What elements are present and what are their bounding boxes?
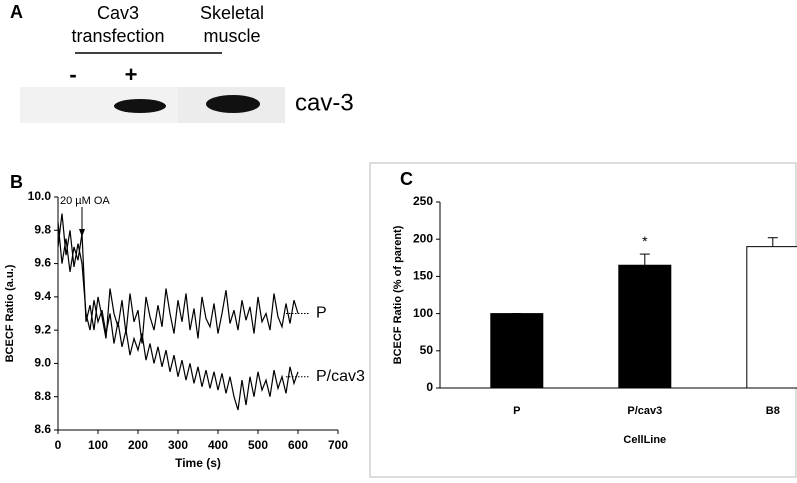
x-tick-label: 600 (288, 438, 308, 452)
x-axis-label: Time (s) (175, 456, 221, 470)
lane-label: + (125, 62, 138, 87)
line-series (57, 221, 299, 344)
y-tick-label: 8.8 (34, 389, 51, 403)
line-series (57, 213, 299, 411)
protein-label: cav-3 (295, 89, 354, 116)
panel-label: A (10, 2, 23, 22)
y-tick-label: 150 (413, 269, 433, 283)
y-tick-label: 50 (420, 343, 434, 357)
annotation-arrowhead (79, 229, 85, 237)
x-tick-label: P/cav3 (627, 405, 662, 417)
x-tick-label: P (513, 405, 520, 417)
y-tick-label: 9.4 (34, 289, 51, 303)
annotation: 20 µM OA (60, 195, 110, 207)
blot-band (206, 95, 260, 113)
series-label: P/cav3 (316, 368, 365, 385)
x-tick-label: 700 (328, 438, 348, 452)
panel-frame (369, 162, 797, 478)
y-tick-label: 8.6 (34, 422, 51, 436)
lane-label: - (69, 62, 76, 87)
group-label: Skeletal muscle (200, 3, 264, 46)
y-tick-label: 10.0 (28, 189, 52, 203)
x-tick-label: 400 (208, 438, 228, 452)
series-label: P (316, 305, 327, 322)
panel-label: C (400, 169, 413, 189)
annotation: * (642, 233, 648, 249)
x-tick-label: 100 (88, 438, 108, 452)
x-tick-label: 500 (248, 438, 268, 452)
bar (746, 246, 797, 389)
blot-band (114, 99, 166, 113)
x-tick-label: B8 (766, 405, 780, 417)
group-label: Cav3 transfection (71, 3, 164, 46)
y-tick-label: 0 (426, 380, 433, 394)
y-tick-label: 9.8 (34, 222, 51, 236)
bar (490, 313, 544, 389)
x-tick-label: 0 (55, 438, 62, 452)
y-tick-label: 200 (413, 231, 433, 245)
y-tick-label: 9.0 (34, 356, 51, 370)
panel-label: B (10, 172, 23, 192)
x-tick-label: 200 (128, 438, 148, 452)
y-tick-label: 9.6 (34, 256, 51, 270)
y-tick-label: 250 (413, 194, 433, 208)
x-axis-label: CellLine (623, 434, 666, 446)
y-axis-label: BCECF Ratio (% of parent) (392, 225, 404, 364)
x-tick-label: 300 (168, 438, 188, 452)
y-tick-label: 9.2 (34, 322, 51, 336)
bar (618, 264, 672, 389)
y-axis-label: BCECF Ratio (a.u.) (4, 264, 16, 362)
y-tick-label: 100 (413, 306, 433, 320)
